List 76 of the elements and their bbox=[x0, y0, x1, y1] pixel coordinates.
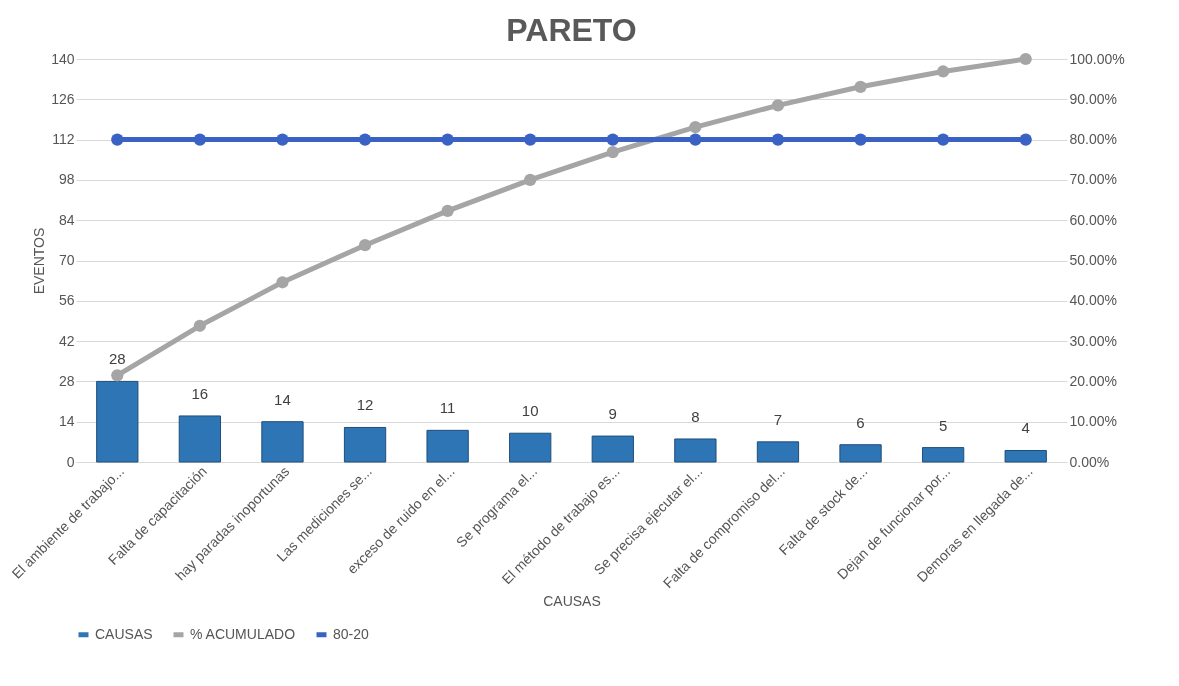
data-label: 7 bbox=[773, 410, 783, 428]
y2-tick-label: 0.00% bbox=[1069, 453, 1110, 470]
y2-tick-label: 20.00% bbox=[1069, 372, 1117, 389]
point bbox=[854, 133, 867, 146]
point bbox=[771, 99, 785, 112]
bar bbox=[261, 421, 304, 463]
y-tick-label: 84 bbox=[58, 211, 75, 228]
point bbox=[276, 276, 289, 289]
y2-tick-label: 100.00% bbox=[1069, 50, 1125, 67]
y2-tick-label: 30.00% bbox=[1069, 332, 1117, 349]
point bbox=[606, 145, 619, 159]
point bbox=[193, 133, 206, 146]
y-tick-label: 140 bbox=[51, 50, 75, 67]
point bbox=[606, 133, 619, 146]
bar bbox=[839, 444, 882, 463]
y2-tick-label: 80.00% bbox=[1069, 131, 1117, 148]
bar bbox=[426, 429, 469, 463]
y-tick-label: 28 bbox=[58, 372, 75, 389]
point bbox=[937, 133, 950, 146]
y2-tick-label: 10.00% bbox=[1069, 413, 1117, 430]
data-label: 12 bbox=[356, 396, 374, 414]
y-tick-label: 56 bbox=[58, 292, 75, 309]
data-label: 16 bbox=[191, 384, 209, 402]
bar bbox=[343, 426, 387, 463]
y2-tick-label: 50.00% bbox=[1069, 252, 1117, 268]
bar bbox=[921, 447, 965, 463]
point bbox=[441, 133, 454, 146]
y-tick-label: 42 bbox=[58, 332, 75, 349]
data-label: 9 bbox=[608, 405, 617, 423]
data-label: 11 bbox=[439, 399, 456, 417]
bar bbox=[674, 438, 717, 463]
point bbox=[358, 239, 372, 252]
point bbox=[358, 133, 372, 146]
point bbox=[689, 121, 702, 134]
y-tick-label: 112 bbox=[52, 131, 75, 148]
y-axis-title: EVENTOS bbox=[31, 227, 48, 295]
y2-tick-label: 90.00% bbox=[1069, 90, 1117, 107]
y2-tick-label: 40.00% bbox=[1069, 292, 1117, 309]
y-tick-label: 98 bbox=[58, 171, 75, 188]
point bbox=[524, 133, 537, 146]
legend-label: CAUSAS bbox=[95, 625, 153, 642]
bar bbox=[1004, 449, 1047, 463]
point bbox=[1019, 52, 1032, 66]
bar bbox=[509, 432, 552, 463]
point bbox=[441, 204, 454, 218]
bar bbox=[178, 415, 222, 463]
legend-label: % ACUMULADO bbox=[190, 625, 296, 642]
bar bbox=[96, 380, 139, 463]
point bbox=[111, 133, 124, 146]
point bbox=[854, 80, 867, 93]
point bbox=[111, 369, 124, 382]
point bbox=[276, 133, 289, 146]
point bbox=[524, 173, 537, 187]
data-label: 6 bbox=[856, 413, 865, 431]
bar bbox=[591, 435, 634, 463]
data-label: 5 bbox=[938, 416, 948, 434]
data-label: 14 bbox=[274, 390, 291, 408]
legend-label: 80-20 bbox=[333, 625, 370, 642]
y2-tick-label: 70.00% bbox=[1069, 171, 1117, 188]
chart-title: PARETO bbox=[506, 12, 637, 48]
data-label: 8 bbox=[691, 407, 700, 425]
y-tick-label: 0 bbox=[66, 453, 75, 470]
point bbox=[1019, 133, 1032, 146]
y-tick-label: 14 bbox=[58, 413, 75, 430]
y-tick-label: 126 bbox=[51, 90, 75, 107]
point bbox=[937, 65, 950, 78]
y-tick-label: 70 bbox=[58, 252, 75, 268]
point bbox=[771, 133, 785, 146]
data-label: 10 bbox=[521, 402, 539, 420]
x-axis-title: CAUSAS bbox=[543, 593, 601, 610]
point bbox=[193, 319, 206, 332]
bar bbox=[756, 441, 800, 463]
data-label: 28 bbox=[108, 350, 126, 368]
data-label: 4 bbox=[1021, 419, 1030, 437]
point bbox=[689, 133, 702, 146]
y2-tick-label: 60.00% bbox=[1069, 211, 1117, 228]
